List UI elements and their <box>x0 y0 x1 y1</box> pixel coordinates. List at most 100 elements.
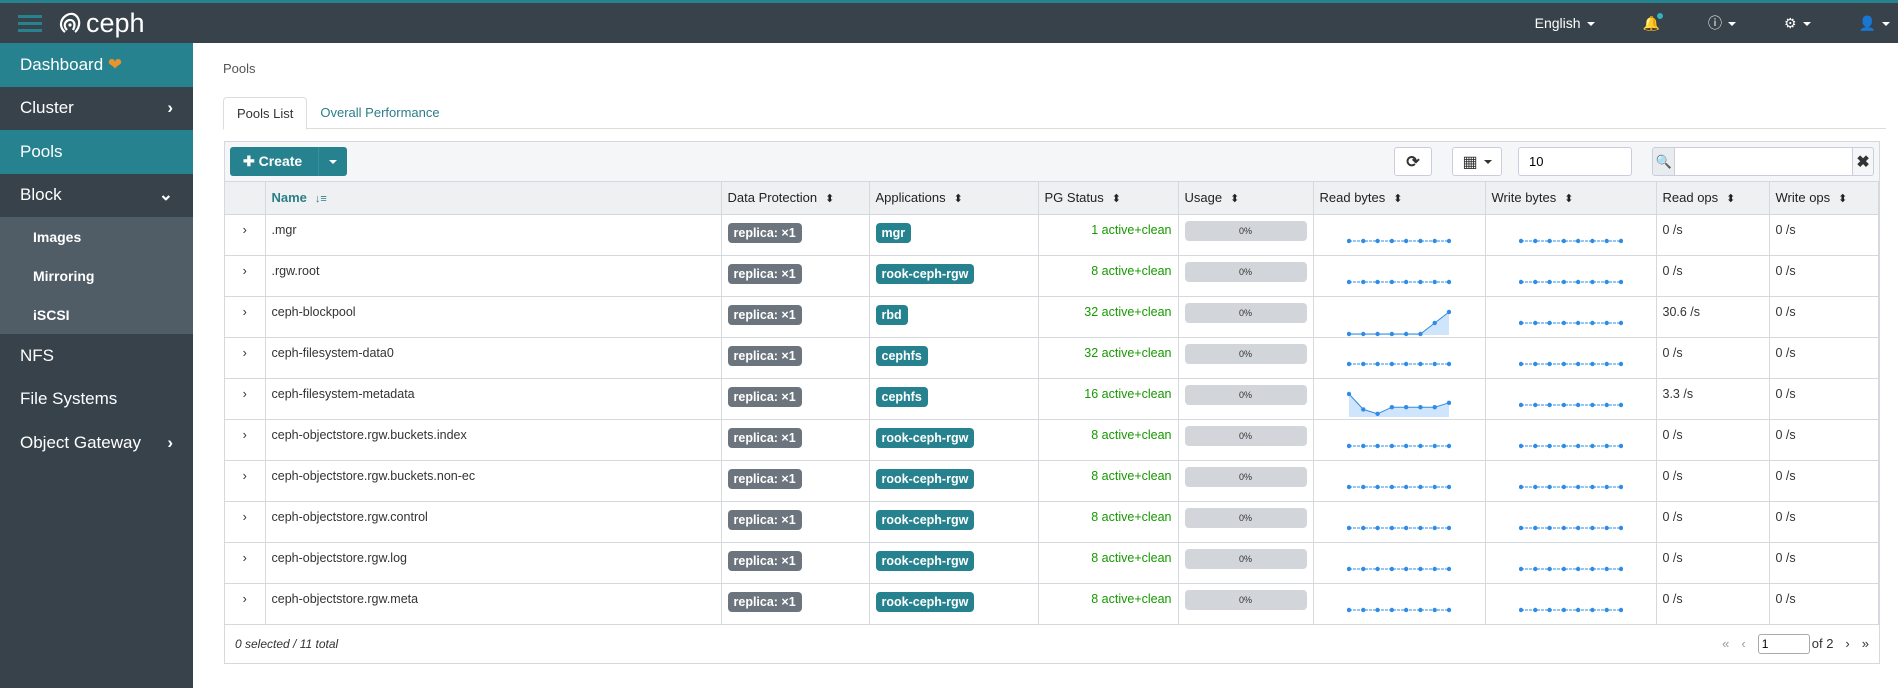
sparkline-point <box>1418 361 1423 366</box>
ceph-logo[interactable]: ceph <box>58 8 145 39</box>
sidebar-item-cluster[interactable]: Cluster › <box>0 87 193 131</box>
notifications-bell-icon[interactable]: 🔔 <box>1643 12 1663 32</box>
sparkline-point <box>1532 484 1537 489</box>
sparkline-point <box>1546 607 1552 612</box>
search-input[interactable] <box>1674 148 1854 175</box>
column-label: Write ops <box>1775 190 1831 206</box>
sparkline-point <box>1575 443 1580 448</box>
sparkline-point <box>1518 525 1523 530</box>
sidebar-item-block[interactable]: Block ⌄ <box>0 174 193 218</box>
language-selector[interactable]: English <box>1535 15 1595 31</box>
write-ops: 0 /s <box>1775 509 1796 524</box>
expand-row-button[interactable]: › <box>225 255 266 297</box>
column-header-read-ops[interactable]: Read ops ⬍ <box>1656 182 1770 215</box>
sort-icon: ⬍ <box>1393 193 1403 206</box>
column-header-read-bytes[interactable]: Read bytes ⬍ <box>1313 182 1486 215</box>
create-dropdown-toggle[interactable] <box>318 147 347 176</box>
sidebar-item-iscsi[interactable]: iSCSI <box>0 295 193 334</box>
page-input[interactable] <box>1757 633 1810 654</box>
sidebar-item-file-systems[interactable]: File Systems <box>0 378 193 422</box>
expand-row-button[interactable]: › <box>225 460 266 502</box>
column-header-data-protection[interactable]: Data Protection ⬍ <box>721 182 870 215</box>
sparkline-point <box>1532 566 1537 571</box>
write-bytes-sparkline <box>1518 566 1623 571</box>
column-toggle-button[interactable]: ▦ <box>1452 147 1502 176</box>
tab-overall-performance[interactable]: Overall Performance <box>320 105 440 120</box>
table-row[interactable]: › ceph-blockpool replica: ×1 rbd 32 active+c… <box>225 296 1879 338</box>
expand-row-button[interactable]: › <box>225 296 266 338</box>
expand-row-button[interactable]: › <box>225 542 266 584</box>
column-label: PG Status <box>1044 190 1104 206</box>
sparkline-area <box>1349 311 1449 335</box>
help-icon[interactable]: ⓘ <box>1708 13 1736 33</box>
table-row[interactable]: › ceph-objectstore.rgw.meta replica: ×1 roo… <box>225 583 1879 625</box>
sidebar-item-nfs[interactable]: NFS <box>0 334 193 378</box>
sort-icon: ⬍ <box>953 193 963 206</box>
next-page-button[interactable]: › <box>1845 636 1850 651</box>
pool-name[interactable]: ceph-filesystem-metadata <box>271 386 415 401</box>
table-row[interactable]: › .mgr replica: ×1 mgr 1 active+clean 0% 0 /s 0… <box>225 214 1879 256</box>
pool-name[interactable]: ceph-objectstore.rgw.control <box>271 509 428 524</box>
sparkline-point <box>1418 238 1423 243</box>
create-button[interactable]: ✚ Create <box>230 147 348 176</box>
sparkline-point <box>1347 566 1352 571</box>
expand-row-button[interactable]: › <box>225 378 266 420</box>
pool-name[interactable]: ceph-objectstore.rgw.buckets.non-ec <box>271 468 476 483</box>
table-row[interactable]: › ceph-objectstore.rgw.buckets.non-ec repl… <box>225 460 1879 502</box>
pool-name[interactable]: ceph-filesystem-data0 <box>271 345 394 360</box>
pool-name[interactable]: ceph-objectstore.rgw.meta <box>271 591 419 606</box>
tab-pools-list[interactable]: Pools List <box>223 97 308 130</box>
column-header-usage[interactable]: Usage ⬍ <box>1178 182 1314 215</box>
sparkline-point <box>1375 525 1380 530</box>
pool-name[interactable]: ceph-objectstore.rgw.log <box>271 550 408 565</box>
pool-name[interactable]: .rgw.root <box>271 263 320 278</box>
page-size-input[interactable] <box>1518 147 1632 176</box>
usage-bar: 0% <box>1184 261 1307 282</box>
sparkline-point <box>1389 525 1395 530</box>
expand-row-button[interactable]: › <box>225 501 266 543</box>
clear-search-button[interactable]: ✖ <box>1856 153 1870 171</box>
sparkline-point <box>1618 566 1623 571</box>
sparkline-point <box>1389 361 1395 366</box>
sidebar-item-mirroring[interactable]: Mirroring <box>0 256 193 295</box>
expand-row-button[interactable]: › <box>225 583 266 625</box>
table-row[interactable]: › ceph-objectstore.rgw.log replica: ×1 rook… <box>225 542 1879 584</box>
expand-row-button[interactable]: › <box>225 214 266 256</box>
sparkline-point <box>1589 607 1595 612</box>
pool-name[interactable]: ceph-objectstore.rgw.buckets.index <box>271 427 467 442</box>
sidebar-item-pools[interactable]: Pools <box>0 130 193 174</box>
expand-row-button[interactable]: › <box>225 419 266 461</box>
first-page-button[interactable]: « <box>1722 636 1730 651</box>
table-row[interactable]: › ceph-filesystem-data0 replica: ×1 cephfs 3… <box>225 337 1879 379</box>
prev-page-button[interactable]: ‹ <box>1741 636 1746 651</box>
sidebar-item-dashboard[interactable]: Dashboard ❤ <box>0 43 193 87</box>
usage-value: 0% <box>1238 307 1252 318</box>
sort-icon: ⬍ <box>1726 193 1736 206</box>
read-ops: 0 /s <box>1662 591 1683 606</box>
column-header-write-bytes[interactable]: Write bytes ⬍ <box>1485 182 1657 215</box>
sparkline-point <box>1446 525 1451 530</box>
column-header-applications[interactable]: Applications ⬍ <box>869 182 1039 215</box>
sidebar-item-object-gateway[interactable]: Object Gateway › <box>0 421 193 465</box>
pool-name[interactable]: ceph-blockpool <box>271 304 356 319</box>
refresh-button[interactable]: ⟳ <box>1394 147 1432 176</box>
pool-name[interactable]: .mgr <box>271 222 297 237</box>
gear-icon[interactable]: ⚙ <box>1784 15 1811 32</box>
table-row[interactable]: › ceph-filesystem-metadata replica: ×1 ceph… <box>225 378 1879 420</box>
column-header-name[interactable]: Name ↓≡ <box>265 182 722 215</box>
column-header-pg-status[interactable]: PG Status ⬍ <box>1038 182 1179 215</box>
sparkline-point <box>1403 566 1409 571</box>
table-row[interactable]: › ceph-objectstore.rgw.control replica: ×1… <box>225 501 1879 543</box>
user-icon[interactable]: 👤 <box>1859 15 1890 32</box>
menu-toggle-icon[interactable] <box>18 14 42 32</box>
column-header-write-ops[interactable]: Write ops ⬍ <box>1769 182 1879 215</box>
table-row[interactable]: › ceph-objectstore.rgw.buckets.index repli… <box>225 419 1879 461</box>
expand-row-button[interactable]: › <box>225 337 266 379</box>
sparkline-point <box>1403 279 1409 284</box>
sidebar-item-images[interactable]: Images <box>0 217 193 256</box>
column-label: Read bytes <box>1319 190 1386 206</box>
table-row[interactable]: › .rgw.root replica: ×1 rook-ceph-rgw 8 acti… <box>225 255 1879 297</box>
data-protection-badge: replica: ×1 <box>727 468 802 489</box>
last-page-button[interactable]: » <box>1861 636 1869 651</box>
sparkline-point <box>1532 320 1537 325</box>
